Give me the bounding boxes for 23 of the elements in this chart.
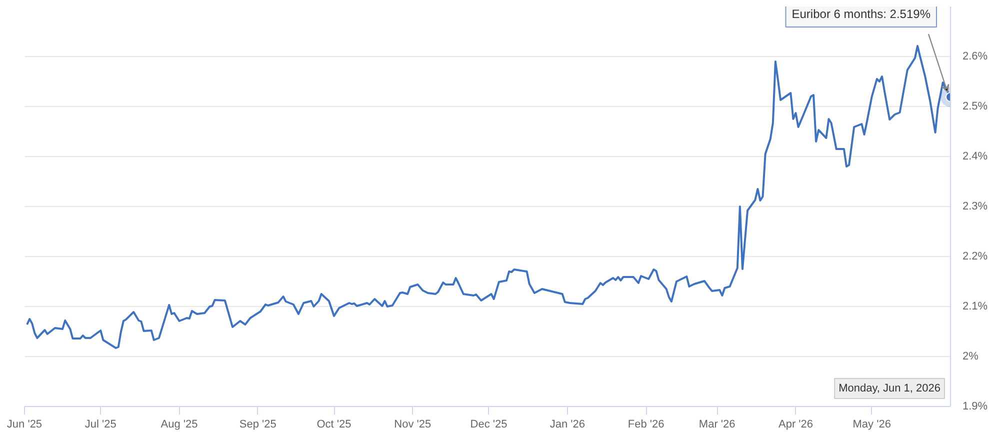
y-tick-label: 2.3% [962,200,988,212]
annotation: Monday, Jun 1, 2026 [838,382,940,394]
x-tick-label: Sep '25 [239,418,276,430]
x-tick-label: Jun '25 [6,418,42,430]
x-tick-label: Mar '26 [698,418,736,430]
x-tick-label: Nov '25 [394,418,432,430]
y-tick-label: 2% [962,350,979,362]
x-tick-label: Jan '26 [550,418,585,430]
y-tick-label: 2.6% [962,50,988,62]
x-tick-label: Oct '25 [316,418,352,430]
y-tick-label: 2.5% [962,100,988,112]
x-tick-label: Apr '26 [778,418,814,430]
x-tick-label: May '26 [852,418,891,430]
line-series [26,45,950,349]
x-tick-label: Jul '25 [84,418,116,430]
x-tick-label: Dec '25 [470,418,508,430]
x-tick-label: Aug '25 [160,418,198,430]
y-tick-label: 2.1% [962,300,988,312]
y-tick-label: 2.2% [962,250,988,262]
annotation: Euribor 6 months: 2.519% [792,7,931,21]
y-tick-label: 1.9% [962,400,988,412]
x-tick-label: Feb '26 [628,418,664,430]
y-tick-label: 2.4% [962,150,988,162]
